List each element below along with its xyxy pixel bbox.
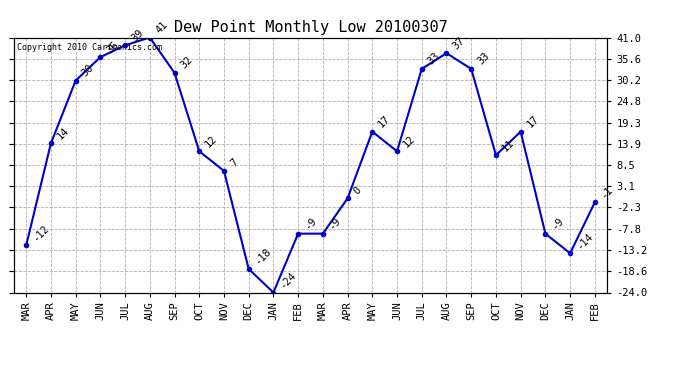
Text: -24: -24 (277, 270, 298, 290)
Text: -18: -18 (253, 246, 273, 267)
Text: 33: 33 (426, 51, 442, 67)
Text: Copyright 2010 Cartronics.com: Copyright 2010 Cartronics.com (17, 43, 161, 52)
Title: Dew Point Monthly Low 20100307: Dew Point Monthly Low 20100307 (174, 20, 447, 35)
Text: 12: 12 (401, 133, 417, 149)
Text: 17: 17 (377, 114, 393, 129)
Text: 14: 14 (55, 125, 71, 141)
Text: 11: 11 (500, 137, 516, 153)
Text: 41: 41 (154, 20, 170, 35)
Text: 36: 36 (104, 39, 121, 55)
Text: -14: -14 (574, 231, 595, 251)
Text: -9: -9 (302, 216, 318, 231)
Text: -9: -9 (327, 216, 343, 231)
Text: 12: 12 (204, 133, 219, 149)
Text: 39: 39 (129, 27, 145, 43)
Text: 0: 0 (352, 185, 363, 196)
Text: 7: 7 (228, 157, 239, 169)
Text: -9: -9 (549, 216, 566, 231)
Text: -1: -1 (599, 184, 615, 200)
Text: 30: 30 (80, 63, 96, 78)
Text: 33: 33 (475, 51, 491, 67)
Text: -12: -12 (30, 223, 50, 243)
Text: 17: 17 (525, 114, 541, 129)
Text: 32: 32 (179, 55, 195, 70)
Text: 37: 37 (451, 35, 466, 51)
